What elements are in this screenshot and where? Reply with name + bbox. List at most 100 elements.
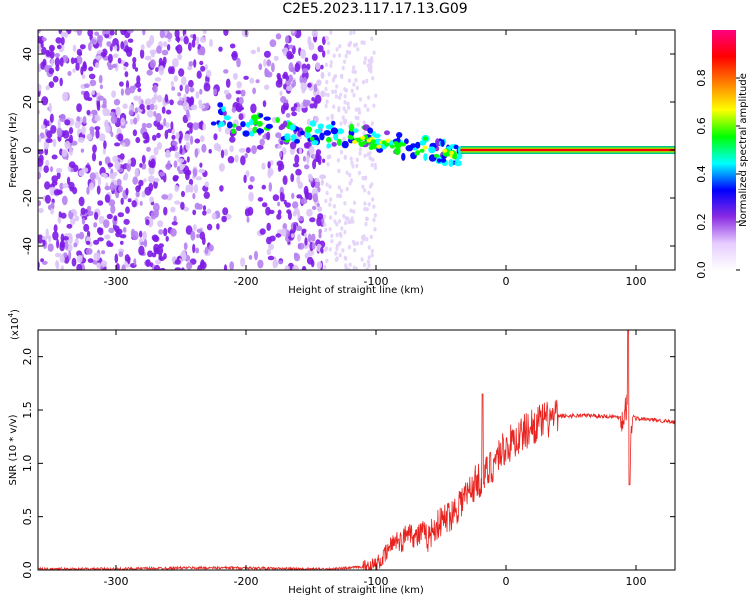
noise-cell [96,101,101,111]
noise-cell [354,266,358,270]
noise-cell [74,121,81,129]
noise-cell [196,233,200,239]
noise-cell [112,53,119,58]
x-tick-label: -300 [104,275,129,288]
noise-cell [146,109,154,118]
noise-cell [370,253,374,258]
colorbar-tick-label: 0.2 [695,213,708,231]
noise-cell [352,30,356,35]
noise-cell [349,219,353,224]
track-cell [453,144,459,150]
noise-cell [54,57,61,67]
noise-cell [282,175,288,186]
noise-cell [293,252,298,257]
noise-cell [341,115,345,120]
noise-cell [279,151,283,158]
noise-cell [277,201,281,207]
colorbar-tick-label: 0.4 [695,165,708,183]
noise-cell [193,224,197,232]
noise-cell [88,42,92,51]
noise-cell [144,55,152,61]
noise-cell [324,227,328,233]
noise-cell [339,150,344,155]
noise-cell [354,42,358,47]
noise-cell [99,84,103,90]
noise-cell [284,99,289,104]
noise-cell [355,157,359,162]
noise-cell [88,182,94,191]
noise-cell [356,122,360,127]
noise-cell [188,61,194,67]
noise-cell [320,179,324,186]
noise-cell [193,184,199,194]
noise-cell [223,264,228,270]
noise-cell [145,259,151,268]
noise-cell [149,196,154,203]
noise-cell [280,104,286,115]
noise-cell [76,103,82,113]
noise-cell [199,60,204,66]
noise-cell [337,168,341,174]
noise-cell [301,68,309,74]
noise-cell [357,107,361,112]
noise-cell [264,67,269,78]
noise-cell [86,133,93,141]
noise-cell [174,200,181,205]
noise-cell [50,166,53,173]
noise-cell [197,48,204,56]
noise-cell [320,71,325,79]
noise-cell [251,145,257,155]
noise-cell [186,122,194,129]
noise-cell [155,259,162,265]
noise-cell [205,102,210,110]
noise-cell [93,222,98,228]
track-cell [401,142,407,147]
noise-cell [306,63,311,70]
noise-cell [361,184,365,189]
chart-title: C2E5.2023.117.17.13.G09 [282,1,468,17]
track-cell [210,121,217,126]
noise-cell [332,204,336,209]
noise-cell [352,209,356,214]
noise-cell [333,89,338,94]
noise-cell [44,194,51,204]
track-cell [423,153,428,162]
spectrogram-carrier-line [460,146,675,154]
noise-cell [159,171,166,177]
noise-cell [38,135,42,143]
y-tick-label: -20 [21,189,34,207]
noise-cell [249,77,255,84]
noise-cell [183,206,190,212]
noise-cell [185,225,193,235]
noise-cell [346,101,350,107]
noise-cell [114,142,121,147]
noise-cell [59,255,65,263]
track-cell [396,132,403,138]
noise-cell [241,30,246,37]
noise-cell [38,207,44,214]
noise-cell [186,109,190,119]
noise-cell [76,255,83,263]
noise-cell [334,251,338,256]
noise-cell [344,54,348,59]
track-cell [256,128,265,134]
noise-cell [72,44,77,53]
noise-cell [44,181,51,190]
noise-cell [43,165,49,173]
noise-cell [44,64,50,73]
noise-cell [174,30,180,38]
noise-cell [52,138,57,148]
noise-cell [219,185,224,192]
colorbar-tick-label: 0.8 [695,69,708,87]
noise-cell [87,258,94,263]
noise-cell [86,205,92,212]
noise-cell [56,238,60,249]
noise-cell [165,235,169,242]
noise-cell [159,267,166,270]
noise-cell [199,88,203,95]
noise-cell [66,223,73,229]
noise-cell [145,122,153,129]
noise-cell [122,103,128,109]
noise-cell [296,175,301,185]
noise-cell [309,176,314,182]
